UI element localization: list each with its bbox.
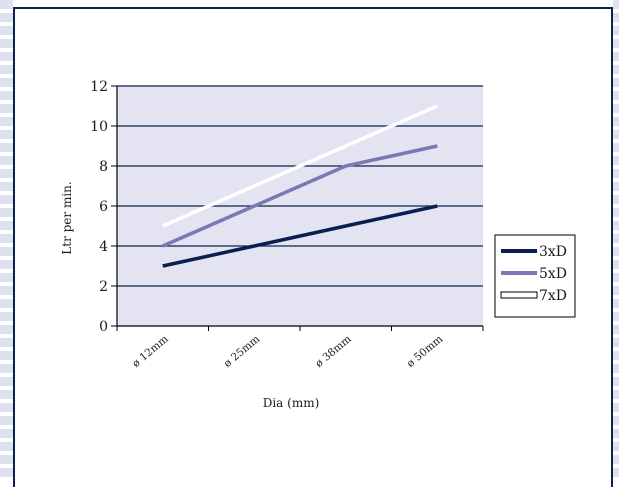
legend-label-3xD: 3xD: [539, 244, 567, 260]
y-tick-label: 6: [99, 199, 108, 215]
right-edge-stripes: [613, 0, 619, 479]
y-tick-label: 4: [99, 239, 108, 255]
y-tick-label: 2: [99, 279, 108, 295]
y-tick-label: 0: [99, 319, 108, 335]
x-tick-label: ø 38mm: [313, 333, 354, 370]
series-line-5xD: [162, 144, 438, 248]
series-line-3xD: [162, 204, 438, 268]
y-tick-label: 8: [99, 159, 108, 175]
line-chart: 0 2 4 6 8 10 12 ø 12mm ø 25mm ø 38mm ø 50mm Dia (…: [60, 79, 576, 410]
legend: 3xD 5xD 7xD: [494, 234, 576, 318]
x-axis-label: Dia (mm): [263, 396, 320, 410]
axes: [111, 85, 484, 331]
x-tick-labels: ø 12mm ø 25mm ø 38mm ø 50mm: [130, 333, 445, 370]
legend-swatch-7xD: [500, 291, 538, 299]
x-tick-label: ø 12mm: [130, 333, 171, 370]
legend-box: [494, 234, 576, 318]
y-tick-label: 10: [90, 119, 108, 135]
chart-frame: 0 2 4 6 8 10 12 ø 12mm ø 25mm ø 38mm ø 50mm Dia (…: [13, 7, 613, 487]
x-tick-label: ø 50mm: [405, 333, 446, 370]
y-axis-label: Ltr per min.: [60, 181, 74, 254]
legend-label-7xD: 7xD: [539, 288, 567, 304]
series-line-7xD: [162, 104, 438, 228]
y-tick-labels: 0 2 4 6 8 10 12: [90, 79, 108, 335]
series-lines: [162, 104, 438, 268]
x-tick-label: ø 25mm: [222, 333, 263, 370]
legend-label-5xD: 5xD: [539, 266, 567, 282]
y-tick-label: 12: [90, 79, 108, 95]
left-edge-stripes: [0, 0, 13, 479]
